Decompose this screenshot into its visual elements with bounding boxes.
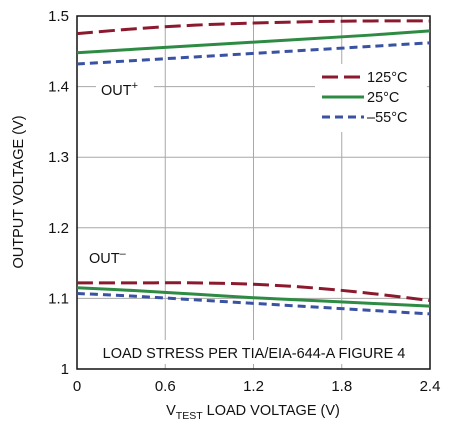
- plot-frame: [76, 15, 431, 370]
- footer-annotation-bg: [83, 340, 426, 364]
- series-line-125c-out-minus: [77, 281, 431, 303]
- x-axis-label-main: V: [166, 403, 176, 419]
- series-line-25c-out-minus: [76, 286, 431, 308]
- y-tick-label: 1.1: [48, 290, 69, 307]
- out-minus-label-base: OUT: [89, 251, 120, 267]
- y-tick-label: 1.5: [48, 8, 69, 25]
- series-line-minus55c-out-minus: [76, 291, 431, 316]
- legend-label: –55°C: [367, 110, 407, 126]
- footer-annotation: LOAD STRESS PER TIA/EIA-644-A FIGURE 4: [103, 346, 406, 362]
- y-tick-label: 1: [61, 361, 69, 378]
- y-tick-label: 1.2: [48, 220, 69, 237]
- legend: 125°C 25°C –55°C: [322, 70, 407, 126]
- out-plus-label-bg: [96, 78, 154, 100]
- x-tick-label: 2.4: [420, 378, 441, 395]
- y-tick-labels: 1 1.1 1.2 1.3 1.4 1.5: [48, 8, 69, 378]
- legend-label: 125°C: [367, 70, 407, 86]
- y-axis-label: OUTPUT VOLTAGE (V): [11, 115, 27, 268]
- x-tick-label: 1.8: [331, 378, 352, 395]
- out-minus-label-bg: [84, 246, 136, 268]
- out-minus-label: OUT–: [89, 248, 127, 267]
- x-tick-label: 1.2: [243, 378, 264, 395]
- out-plus-label: OUT+: [101, 80, 138, 99]
- out-minus-label-sup: –: [120, 248, 127, 260]
- x-tick-label: 0: [73, 378, 81, 395]
- x-axis-label: VTEST LOAD VOLTAGE (V): [166, 403, 340, 422]
- x-axis-label-subscript: TEST: [176, 410, 203, 422]
- y-tick-label: 1.3: [48, 149, 69, 166]
- x-tick-labels: 0 0.6 1.2 1.8 2.4: [73, 378, 441, 395]
- series-line-minus55c-out-plus: [76, 41, 431, 66]
- y-tick-label: 1.4: [48, 79, 69, 96]
- series-line-125c-out-plus: [76, 19, 431, 36]
- out-plus-label-sup: +: [132, 80, 138, 92]
- x-axis-label-rest: LOAD VOLTAGE (V): [203, 403, 340, 419]
- series-lines: [76, 19, 431, 316]
- series-line-25c-out-plus: [76, 29, 431, 55]
- legend-label: 25°C: [367, 90, 399, 106]
- out-plus-label-base: OUT: [101, 83, 132, 99]
- x-tick-label: 0.6: [155, 378, 176, 395]
